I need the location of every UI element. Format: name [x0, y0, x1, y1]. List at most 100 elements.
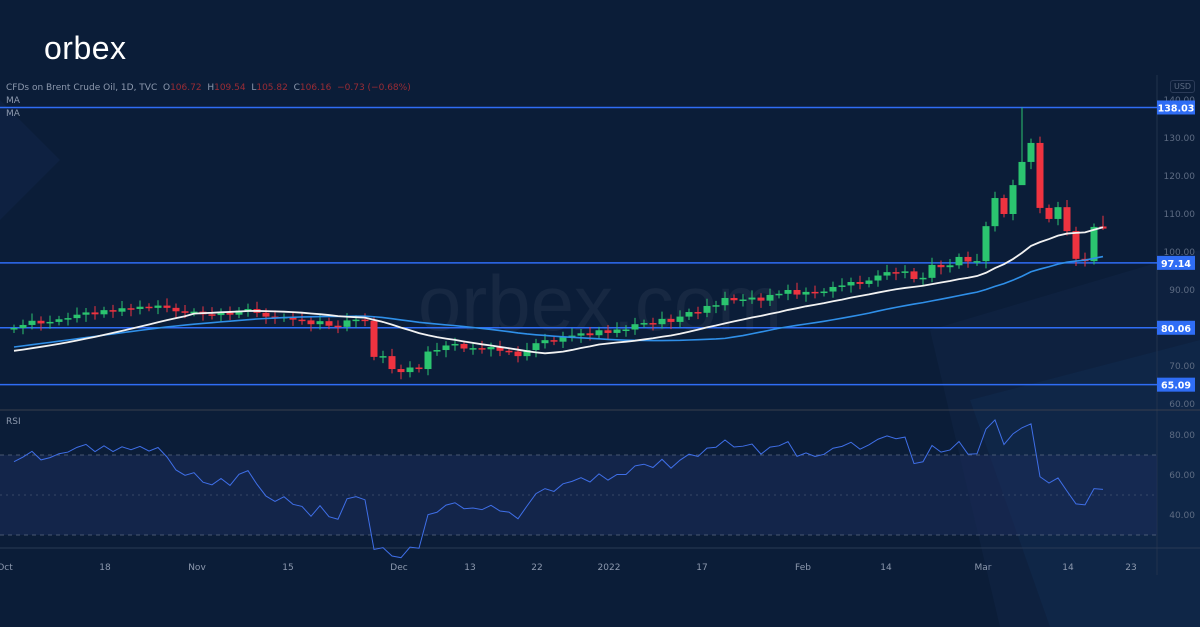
- candle-up: [973, 261, 981, 263]
- level-price-label: 97.14: [1161, 259, 1191, 270]
- candle-up: [622, 329, 630, 332]
- candle-down: [334, 325, 342, 328]
- time-tick-label: Feb: [795, 563, 811, 573]
- candle-down: [298, 319, 306, 322]
- candle-up: [1018, 161, 1026, 186]
- time-tick-label: 13: [464, 563, 475, 573]
- candle-up: [235, 310, 243, 315]
- candle-down: [397, 369, 405, 373]
- change-value: −0.73 (−0.68%): [337, 83, 411, 93]
- symbol-ohlc-row: CFDs on Brent Crude Oil, 1D, TVC O106.72…: [6, 82, 411, 95]
- candle-up: [883, 272, 891, 276]
- candle-up: [865, 280, 873, 284]
- candle-down: [91, 312, 99, 315]
- level-price-tag: [1157, 320, 1195, 335]
- candle-up: [829, 286, 837, 292]
- candle-down: [460, 343, 468, 349]
- ma-fast-line: [13, 226, 1104, 355]
- candle-up: [595, 330, 603, 336]
- level-price-label: 65.09: [1161, 381, 1191, 392]
- candle-up: [766, 294, 774, 301]
- price-tick-label: 70.00: [1169, 362, 1195, 372]
- price-tick-label: 120.00: [1164, 172, 1196, 182]
- ma-indicator-1[interactable]: MA: [6, 96, 20, 106]
- candle-down: [964, 256, 972, 262]
- price-tick-label: 130.00: [1164, 134, 1196, 144]
- candle-down: [208, 314, 216, 316]
- candle-up: [739, 299, 747, 301]
- candle-up: [802, 291, 810, 295]
- high-label: H: [207, 83, 215, 93]
- open-value: 106.72: [170, 83, 202, 93]
- candle-up: [748, 297, 756, 300]
- candle-up: [217, 312, 225, 316]
- candle-down: [811, 291, 819, 294]
- candle-up: [703, 305, 711, 313]
- candle-up: [874, 275, 882, 281]
- candle-up: [838, 285, 846, 287]
- candle-down: [505, 350, 513, 353]
- orbex-logo: orbex: [44, 30, 127, 66]
- candle-up: [442, 345, 450, 351]
- candle-up: [541, 340, 549, 344]
- candle-up: [343, 320, 351, 327]
- candle-down: [163, 305, 171, 308]
- candle-down: [226, 312, 234, 315]
- level-price-tag: [1157, 100, 1195, 115]
- currency-badge[interactable]: USD: [1170, 80, 1196, 93]
- candle-up: [1054, 207, 1062, 219]
- candle-up: [55, 319, 63, 322]
- rsi-indicator-label[interactable]: RSI: [6, 417, 21, 427]
- candle-up: [73, 314, 81, 319]
- candle-up: [775, 293, 783, 296]
- candle-down: [109, 310, 117, 312]
- candle-up: [658, 318, 666, 325]
- candle-down: [262, 312, 270, 317]
- time-tick-label: 15: [282, 563, 293, 573]
- ma-indicator-2[interactable]: MA: [6, 109, 20, 119]
- candle-up: [82, 312, 90, 315]
- candle-up: [451, 343, 459, 346]
- rsi-tick-label: 40.00: [1169, 511, 1195, 521]
- time-tick-label: Mar: [975, 563, 992, 573]
- time-tick-label: 18: [99, 563, 111, 573]
- candle-up: [379, 356, 387, 358]
- candle-down: [1063, 207, 1071, 232]
- candle-up: [721, 297, 729, 306]
- candle-up: [559, 337, 567, 342]
- price-tick-label: 110.00: [1164, 210, 1196, 220]
- candle-up: [190, 311, 198, 314]
- candle-up: [352, 319, 360, 322]
- candle-up: [712, 305, 720, 307]
- candle-up: [820, 291, 828, 294]
- time-tick-label: Dec: [390, 563, 407, 573]
- candle-up: [847, 282, 855, 286]
- candle-down: [757, 297, 765, 301]
- ma-slow-line: [13, 255, 1104, 348]
- candle-down: [1000, 198, 1008, 214]
- candle-up: [46, 321, 54, 324]
- close-label: C: [293, 83, 300, 93]
- candle-up: [28, 320, 36, 325]
- candle-up: [406, 367, 414, 373]
- candle-down: [127, 308, 135, 310]
- candle-down: [370, 320, 378, 357]
- price-tick-label: 90.00: [1169, 286, 1195, 296]
- candle-down: [325, 321, 333, 326]
- candle-up: [640, 323, 648, 325]
- candle-up: [19, 324, 27, 328]
- candle-down: [550, 340, 558, 342]
- candle-down: [145, 306, 153, 309]
- candle-up: [136, 306, 144, 309]
- candle-up: [901, 271, 909, 273]
- candle-down: [307, 320, 315, 325]
- candle-down: [1072, 231, 1080, 259]
- candle-up: [316, 321, 324, 325]
- candle-up: [928, 264, 936, 278]
- candle-down: [181, 311, 189, 313]
- candle-down: [793, 290, 801, 295]
- candle-down: [496, 347, 504, 351]
- candle-up: [613, 329, 621, 333]
- candle-up: [523, 350, 531, 357]
